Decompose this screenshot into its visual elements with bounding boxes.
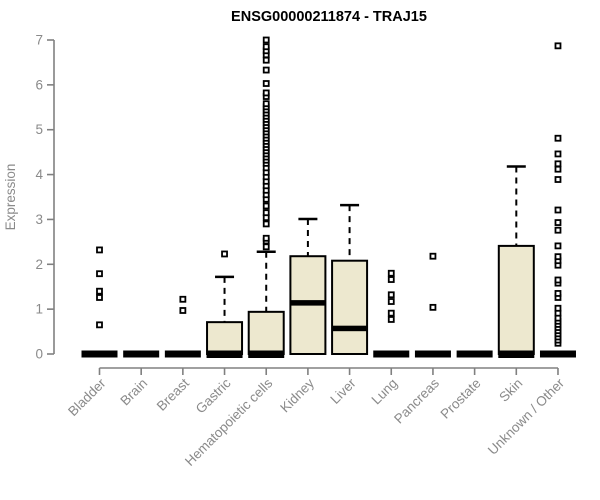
- y-tick-label: 7: [35, 33, 43, 48]
- zero-bar: [456, 350, 493, 358]
- box: [247, 310, 285, 356]
- x-tick-label: Breast: [154, 375, 192, 413]
- zero-bar: [414, 350, 451, 358]
- outlier-point: [387, 316, 395, 323]
- outlier-point: [96, 321, 103, 329]
- outlier-point: [96, 270, 103, 278]
- outlier-point: [554, 253, 562, 261]
- outlier-point: [262, 234, 270, 242]
- outlier-point: [554, 276, 562, 284]
- zero-bar: [539, 350, 576, 358]
- outlier-point: [262, 209, 270, 217]
- outlier-point: [96, 294, 103, 301]
- outlier-point: [554, 206, 562, 214]
- outlier-point: [96, 246, 103, 254]
- outlier-point: [554, 219, 562, 226]
- x-tick-label: Gastric: [193, 375, 234, 416]
- outlier-point: [554, 134, 562, 142]
- outlier-point: [387, 276, 395, 283]
- outlier-point: [221, 250, 228, 258]
- outlier-point: [96, 287, 103, 295]
- box: [497, 244, 535, 355]
- outlier-point: [429, 252, 437, 260]
- outlier-point: [179, 307, 187, 314]
- y-tick-label: 0: [35, 347, 43, 362]
- y-tick-label: 4: [35, 167, 43, 182]
- median-line: [248, 350, 285, 358]
- outlier-point: [262, 36, 270, 44]
- outlier-point: [554, 42, 562, 50]
- outlier-point: [387, 298, 395, 305]
- median-line: [498, 350, 535, 358]
- outlier-point: [554, 176, 562, 183]
- box: [206, 321, 244, 355]
- x-tick-label: Skin: [496, 376, 525, 405]
- outlier-point: [554, 242, 562, 250]
- outlier-point: [262, 66, 270, 74]
- box: [331, 259, 369, 355]
- outlier-point: [429, 303, 437, 311]
- x-tick-label: Brain: [117, 376, 150, 409]
- median-line: [332, 325, 368, 332]
- outlier-point: [262, 220, 270, 228]
- x-tick-label: Kidney: [277, 375, 317, 415]
- outlier-point: [554, 290, 562, 297]
- outlier-point: [554, 226, 562, 234]
- outlier-point: [387, 291, 395, 299]
- outlier-point: [554, 150, 562, 158]
- y-tick-label: 3: [35, 212, 43, 227]
- outlier-point: [262, 80, 270, 87]
- zero-bar: [123, 350, 160, 358]
- outlier-point: [262, 243, 270, 251]
- outlier-point: [262, 89, 270, 97]
- outlier-point: [262, 43, 270, 51]
- outlier-point: [387, 269, 395, 277]
- median-line: [206, 350, 243, 358]
- zero-bar: [164, 350, 201, 358]
- median-line: [290, 300, 326, 306]
- y-tick-label: 2: [35, 257, 43, 272]
- x-tick-label: Liver: [327, 375, 359, 407]
- x-tick-label: Pancreas: [391, 375, 442, 426]
- y-tick-label: 1: [35, 302, 43, 317]
- outlier-point: [179, 295, 187, 303]
- y-axis-title: Expression: [3, 164, 18, 231]
- outlier-point: [387, 309, 395, 317]
- x-tick-label: Prostate: [438, 376, 484, 422]
- boxes-group: [81, 36, 576, 358]
- x-tick-label: Unknown / Other: [485, 375, 568, 458]
- outlier-point: [262, 100, 270, 108]
- zero-bar: [81, 350, 118, 358]
- outlier-point: [554, 304, 562, 312]
- outlier-point: [554, 165, 562, 173]
- x-tick-label: Bladder: [65, 375, 109, 419]
- zero-bar: [373, 350, 410, 358]
- y-tick-label: 6: [35, 77, 43, 92]
- y-tick-label: 5: [35, 122, 43, 137]
- outlier-point: [554, 160, 562, 168]
- x-tick-label: Lung: [369, 376, 401, 408]
- outlier-point: [262, 202, 270, 210]
- chart-title: ENSG00000211874 - TRAJ15: [231, 9, 427, 25]
- outlier-point: [262, 56, 270, 64]
